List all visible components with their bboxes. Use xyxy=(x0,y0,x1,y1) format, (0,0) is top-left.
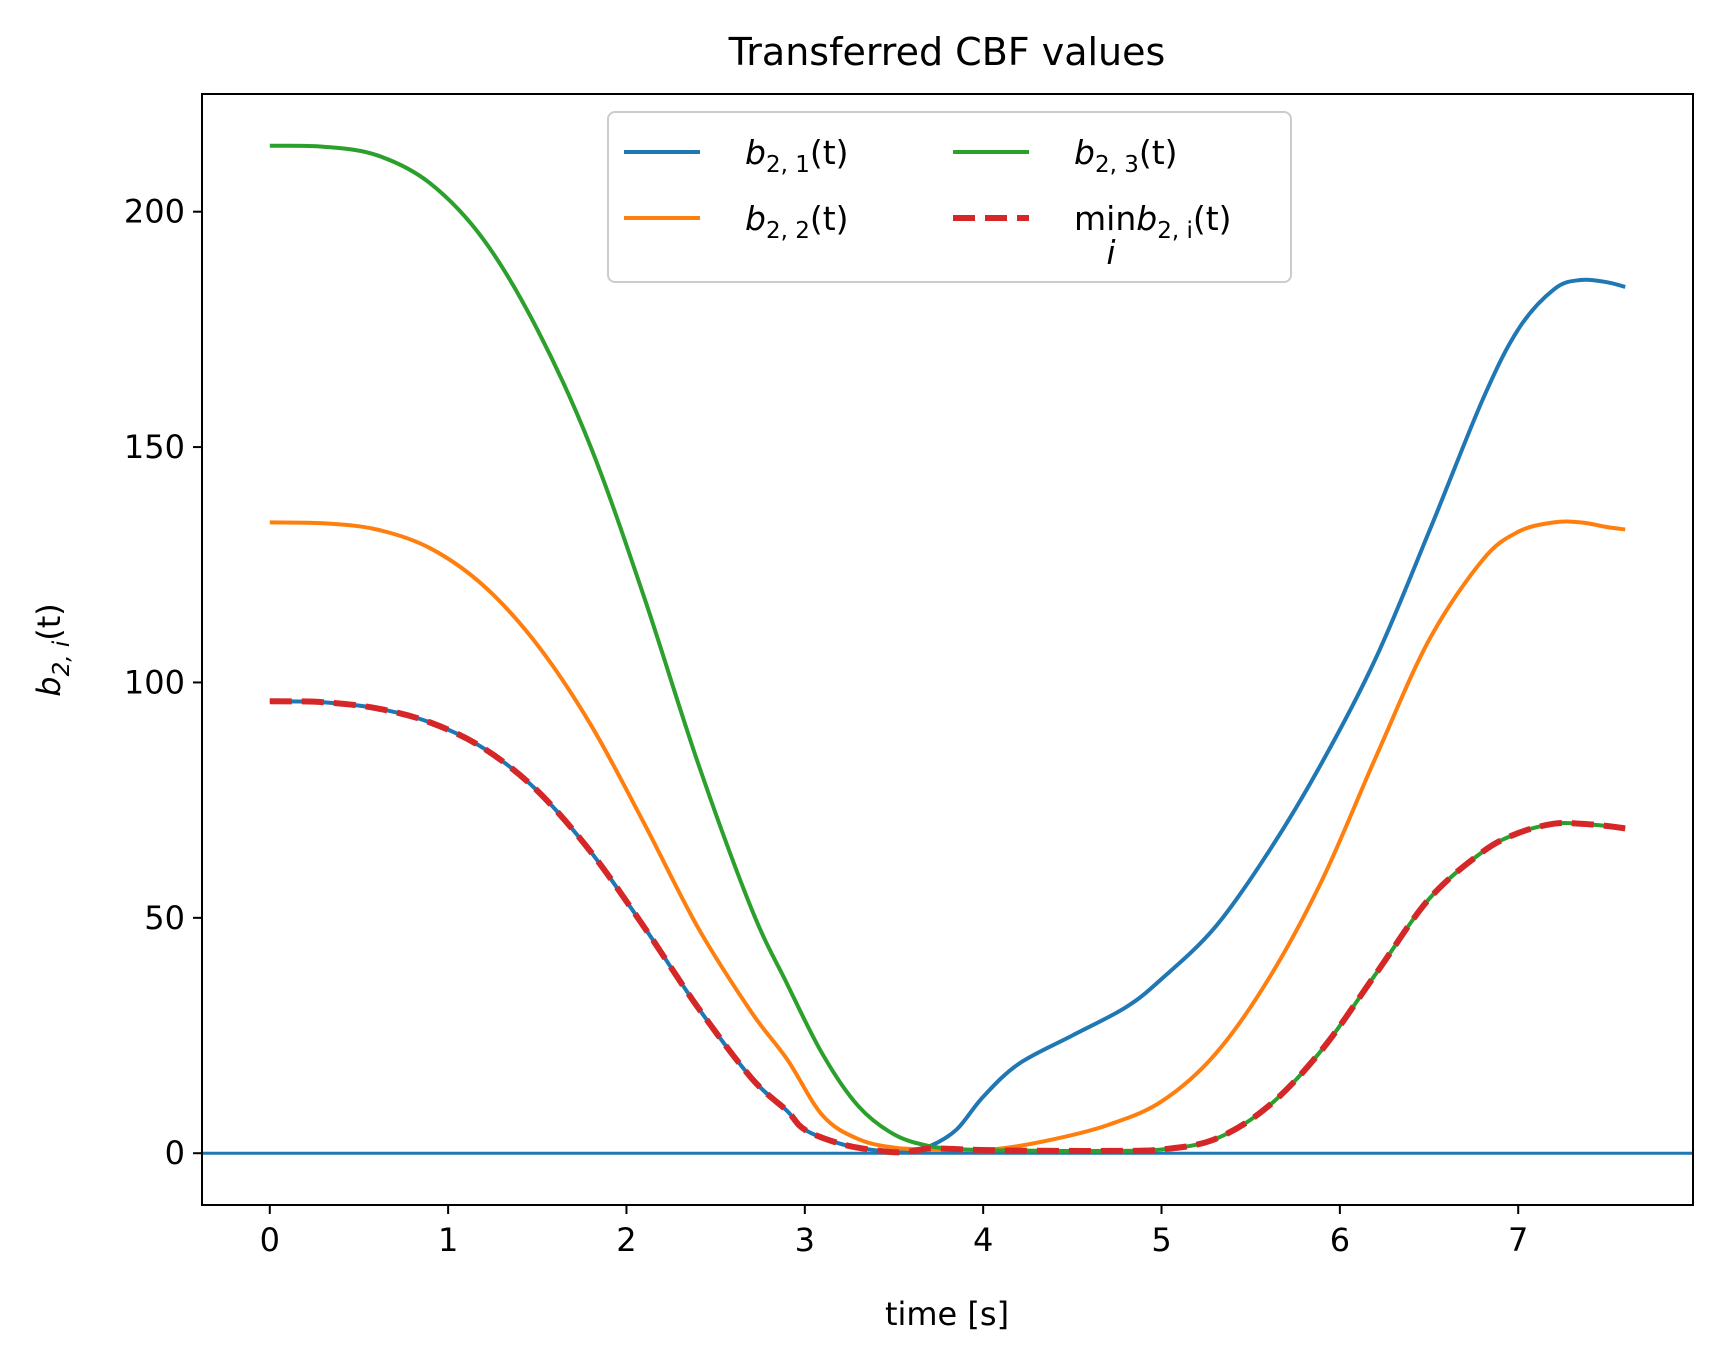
y-tick-label: 0 xyxy=(165,1134,185,1172)
x-tick-label: 0 xyxy=(260,1221,280,1259)
y-tick-label: 50 xyxy=(144,899,185,937)
legend-b23-suffix: (t) xyxy=(1139,133,1178,172)
legend-min-sub: 2, i xyxy=(1157,218,1193,244)
legend-min-op: min xyxy=(1074,199,1136,238)
x-tick-label: 3 xyxy=(795,1221,815,1259)
x-axis-label: time [s] xyxy=(885,1295,1009,1333)
legend: b2, 1(t) b2, 2(t) b2, 3(t) minb2, i(t) i xyxy=(607,111,1292,283)
legend-b21-suffix: (t) xyxy=(810,133,849,172)
legend-label-min: minb2, i(t) xyxy=(1074,199,1232,244)
legend-min-mid: b xyxy=(1136,199,1157,238)
legend-b23-sub: 2, 3 xyxy=(1095,152,1139,178)
legend-min-suffix: (t) xyxy=(1193,199,1232,238)
legend-label-b22: b2, 2(t) xyxy=(745,199,849,244)
x-tick-label: 6 xyxy=(1330,1221,1350,1259)
y-axis-label-sub: 2, i xyxy=(49,640,75,676)
legend-b22-sub: 2, 2 xyxy=(766,218,810,244)
x-tick-label: 4 xyxy=(973,1221,993,1259)
y-axis-label: b2, i(t) xyxy=(30,603,75,696)
chart-title: Transferred CBF values xyxy=(728,30,1166,74)
y-tick-label: 100 xyxy=(124,663,185,701)
y-tick-label: 200 xyxy=(124,193,185,231)
x-tick-label: 5 xyxy=(1151,1221,1171,1259)
legend-b21-main: b xyxy=(745,133,766,172)
series-layer xyxy=(269,143,1626,1156)
legend-b22-suffix: (t) xyxy=(810,199,849,238)
legend-box xyxy=(607,111,1292,283)
legend-b22-main: b xyxy=(745,199,766,238)
x-tick-label: 7 xyxy=(1508,1221,1528,1259)
y-axis-label-suffix: (t) xyxy=(30,603,68,641)
legend-b21-sub: 2, 1 xyxy=(766,152,810,178)
y-axis-label-main: b xyxy=(30,676,68,696)
axes-frame xyxy=(201,93,1694,1206)
x-tick-label: 1 xyxy=(438,1221,458,1259)
x-tick-label: 2 xyxy=(616,1221,636,1259)
legend-b23-main: b xyxy=(1074,133,1095,172)
y-tick-label: 150 xyxy=(124,428,185,466)
x-axis-ticks: 0 1 2 3 4 5 6 7 xyxy=(260,1205,1528,1259)
y-axis-ticks: 0 50 100 150 200 xyxy=(124,193,202,1172)
plot-area xyxy=(202,143,1693,1156)
legend-min-index: i xyxy=(1106,233,1115,272)
legend-label-b23: b2, 3(t) xyxy=(1074,133,1178,178)
legend-label-b21: b2, 1(t) xyxy=(745,133,849,178)
series-line-min xyxy=(269,698,1626,1156)
